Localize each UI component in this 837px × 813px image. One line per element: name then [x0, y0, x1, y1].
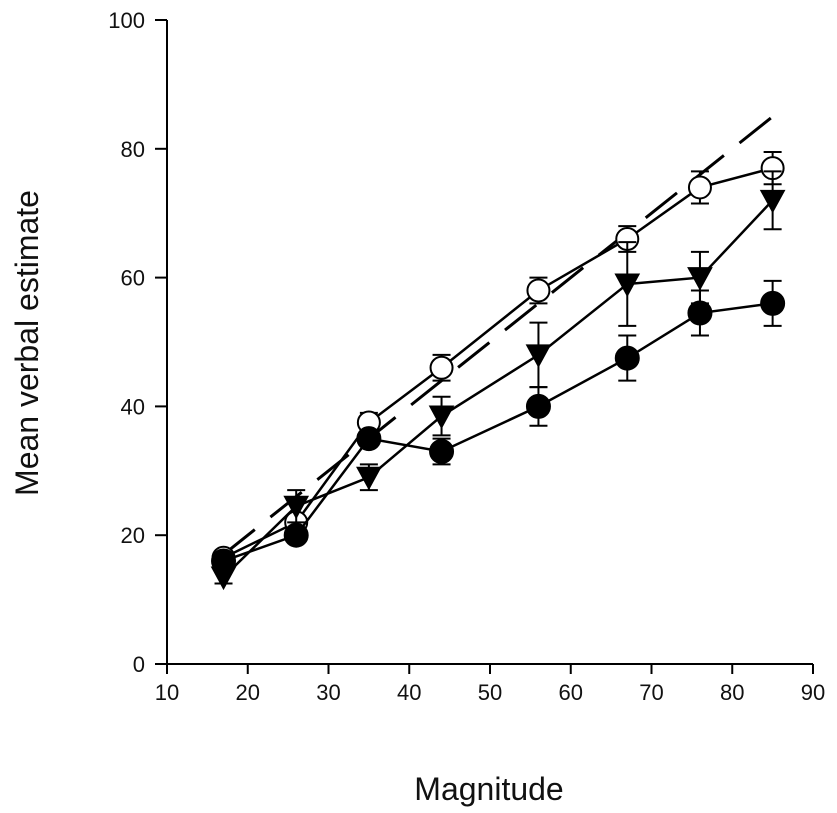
series-line: [223, 302, 773, 563]
filled-circle-marker: [429, 438, 455, 464]
y-tick-label: 20: [121, 523, 145, 548]
filled-circle-marker: [525, 393, 551, 419]
x-tick-label: 30: [316, 680, 340, 705]
filled-circle-marker: [356, 426, 382, 452]
y-tick-label: 0: [133, 652, 145, 677]
triangle-down-marker: [687, 267, 713, 291]
triangle-down-marker: [283, 495, 310, 520]
triangle-down-marker: [356, 466, 382, 491]
filled-circle-marker: [211, 548, 237, 574]
series-line: [222, 199, 774, 578]
triangle-down-marker: [614, 273, 641, 298]
series-3: [211, 279, 786, 574]
triangle-down-marker: [525, 344, 552, 368]
series-2: [210, 170, 786, 591]
series-layer: [210, 151, 786, 591]
x-tick-label: 50: [478, 680, 502, 705]
filled-circle-marker: [687, 300, 713, 326]
filled-circle-marker: [614, 345, 640, 371]
y-tick-label: 60: [121, 266, 145, 291]
x-tick-label: 40: [397, 680, 421, 705]
x-axis-title: Magnitude: [414, 771, 563, 807]
x-tick-label: 60: [559, 680, 583, 705]
x-tick-label: 80: [720, 680, 744, 705]
x-tick-label: 70: [639, 680, 663, 705]
series-line: [222, 166, 773, 559]
filled-circle-marker: [760, 290, 786, 316]
x-tick-label: 10: [155, 680, 179, 705]
y-axis-title: Mean verbal estimate: [9, 190, 45, 496]
x-tick-label: 90: [801, 680, 825, 705]
triangle-down-marker: [759, 189, 786, 214]
x-tick-label: 20: [236, 680, 260, 705]
axes: 10 20 30 40 50 60 70 80 90 0 20 40 60 80 100: [108, 8, 825, 705]
filled-circle-marker: [283, 522, 309, 548]
open-circle-marker: [526, 278, 551, 303]
open-circle-marker: [687, 175, 712, 200]
y-tick-label: 80: [121, 137, 145, 162]
triangle-down-marker: [428, 405, 455, 430]
y-tick-label: 100: [108, 8, 145, 33]
open-circle-marker: [429, 355, 454, 380]
y-tick-label: 40: [121, 394, 145, 419]
